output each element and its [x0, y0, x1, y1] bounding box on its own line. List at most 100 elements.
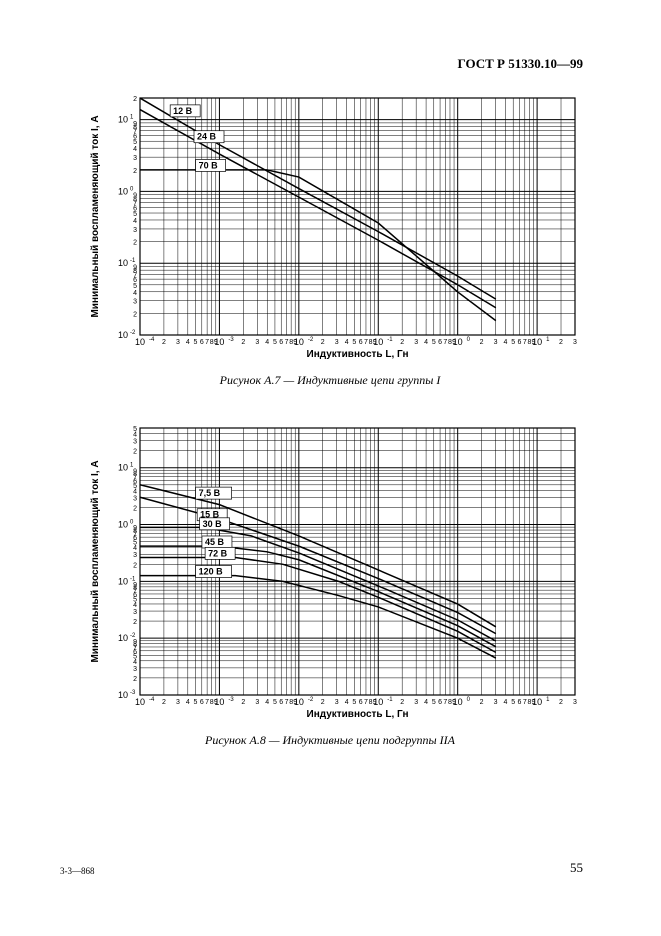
svg-text:72 В: 72 В: [208, 548, 228, 558]
svg-text:6: 6: [438, 699, 442, 706]
svg-text:10: 10: [118, 115, 128, 125]
svg-text:5: 5: [194, 699, 198, 706]
svg-text:0: 0: [467, 697, 471, 703]
caption-a8: Рисунок А.8 — Индуктивные цепи подгруппы…: [80, 733, 580, 748]
svg-text:9: 9: [133, 121, 137, 128]
svg-text:10: 10: [373, 697, 383, 707]
svg-text:2: 2: [133, 562, 137, 569]
svg-text:2: 2: [400, 699, 404, 706]
footer-code: 3-3—868: [60, 866, 95, 876]
svg-text:10: 10: [118, 576, 128, 586]
document-header: ГОСТ Р 51330.10—99: [458, 56, 583, 72]
svg-text:3: 3: [133, 299, 137, 306]
svg-text:10: 10: [214, 697, 224, 707]
svg-text:-2: -2: [130, 330, 136, 336]
svg-text:10: 10: [453, 697, 463, 707]
svg-text:10: 10: [214, 337, 224, 347]
svg-text:2: 2: [133, 619, 137, 626]
svg-text:3: 3: [176, 699, 180, 706]
svg-text:3: 3: [133, 495, 137, 502]
svg-text:2: 2: [480, 699, 484, 706]
svg-text:Индуктивность L, Гн: Индуктивность L, Гн: [307, 709, 409, 720]
svg-text:4: 4: [345, 699, 349, 706]
svg-text:9: 9: [133, 582, 137, 589]
svg-text:4: 4: [186, 339, 190, 346]
svg-text:4: 4: [345, 339, 349, 346]
svg-text:2: 2: [559, 699, 563, 706]
svg-text:5: 5: [511, 339, 515, 346]
svg-text:5: 5: [133, 426, 137, 433]
svg-text:10: 10: [118, 520, 128, 530]
svg-text:4: 4: [133, 146, 137, 153]
svg-text:3: 3: [573, 339, 577, 346]
svg-text:2: 2: [133, 240, 137, 247]
svg-text:9: 9: [133, 193, 137, 200]
svg-text:2: 2: [133, 449, 137, 456]
svg-text:6: 6: [518, 339, 522, 346]
svg-text:2: 2: [241, 339, 245, 346]
svg-text:3: 3: [494, 699, 498, 706]
svg-text:5: 5: [432, 339, 436, 346]
svg-text:-2: -2: [130, 633, 136, 639]
svg-text:70 В: 70 В: [199, 160, 219, 170]
svg-text:9: 9: [133, 264, 137, 271]
svg-text:Минимальный воспламеняющий ток: Минимальный воспламеняющий ток I, А: [90, 115, 101, 317]
svg-text:9: 9: [133, 525, 137, 532]
svg-text:6: 6: [279, 699, 283, 706]
svg-text:2: 2: [133, 311, 137, 318]
svg-text:7: 7: [205, 339, 209, 346]
svg-text:5: 5: [273, 339, 277, 346]
svg-text:3: 3: [414, 339, 418, 346]
svg-text:7: 7: [443, 339, 447, 346]
svg-text:4: 4: [265, 339, 269, 346]
svg-text:2: 2: [559, 339, 563, 346]
svg-text:2: 2: [480, 339, 484, 346]
svg-text:4: 4: [504, 699, 508, 706]
svg-text:12 В: 12 В: [173, 106, 193, 116]
svg-text:7: 7: [364, 339, 368, 346]
svg-text:3: 3: [133, 439, 137, 446]
svg-text:2: 2: [400, 339, 404, 346]
svg-text:10: 10: [135, 697, 145, 707]
svg-text:10: 10: [118, 258, 128, 268]
svg-text:9: 9: [133, 639, 137, 646]
svg-text:7: 7: [523, 699, 527, 706]
svg-text:Минимальный воспламеняющий ток: Минимальный воспламеняющий ток I, А: [90, 460, 101, 662]
svg-text:10: 10: [294, 337, 304, 347]
svg-text:10: 10: [532, 697, 542, 707]
svg-text:-4: -4: [149, 697, 155, 703]
svg-text:7: 7: [285, 699, 289, 706]
svg-text:3: 3: [255, 699, 259, 706]
svg-text:10: 10: [532, 337, 542, 347]
svg-text:10: 10: [118, 463, 128, 473]
svg-text:24 В: 24 В: [197, 132, 217, 142]
svg-text:4: 4: [424, 699, 428, 706]
svg-text:-4: -4: [149, 337, 155, 343]
svg-text:30 В: 30 В: [203, 519, 223, 529]
svg-text:3: 3: [335, 339, 339, 346]
svg-text:-3: -3: [228, 337, 234, 343]
svg-text:2: 2: [162, 339, 166, 346]
svg-text:4: 4: [265, 699, 269, 706]
svg-text:4: 4: [424, 339, 428, 346]
caption-a7: Рисунок А.7 — Индуктивные цепи группы I: [80, 373, 580, 388]
svg-text:2: 2: [162, 699, 166, 706]
svg-text:10: 10: [118, 690, 128, 700]
svg-text:0: 0: [467, 337, 471, 343]
svg-text:3: 3: [335, 699, 339, 706]
svg-text:1: 1: [546, 697, 550, 703]
svg-text:7: 7: [523, 339, 527, 346]
svg-text:5: 5: [273, 699, 277, 706]
chart-a7-svg: 10-42345678910-32345678910-22345678910-1…: [80, 90, 580, 360]
svg-text:10: 10: [294, 697, 304, 707]
svg-text:10: 10: [373, 337, 383, 347]
svg-text:3: 3: [133, 666, 137, 673]
svg-text:6: 6: [518, 699, 522, 706]
svg-text:4: 4: [186, 699, 190, 706]
svg-text:7: 7: [205, 699, 209, 706]
svg-text:3: 3: [176, 339, 180, 346]
svg-text:1: 1: [546, 337, 550, 343]
figure-a8: 10-42345678910-32345678910-22345678910-1…: [80, 420, 580, 748]
svg-text:2: 2: [133, 505, 137, 512]
svg-text:7,5 В: 7,5 В: [199, 488, 221, 498]
